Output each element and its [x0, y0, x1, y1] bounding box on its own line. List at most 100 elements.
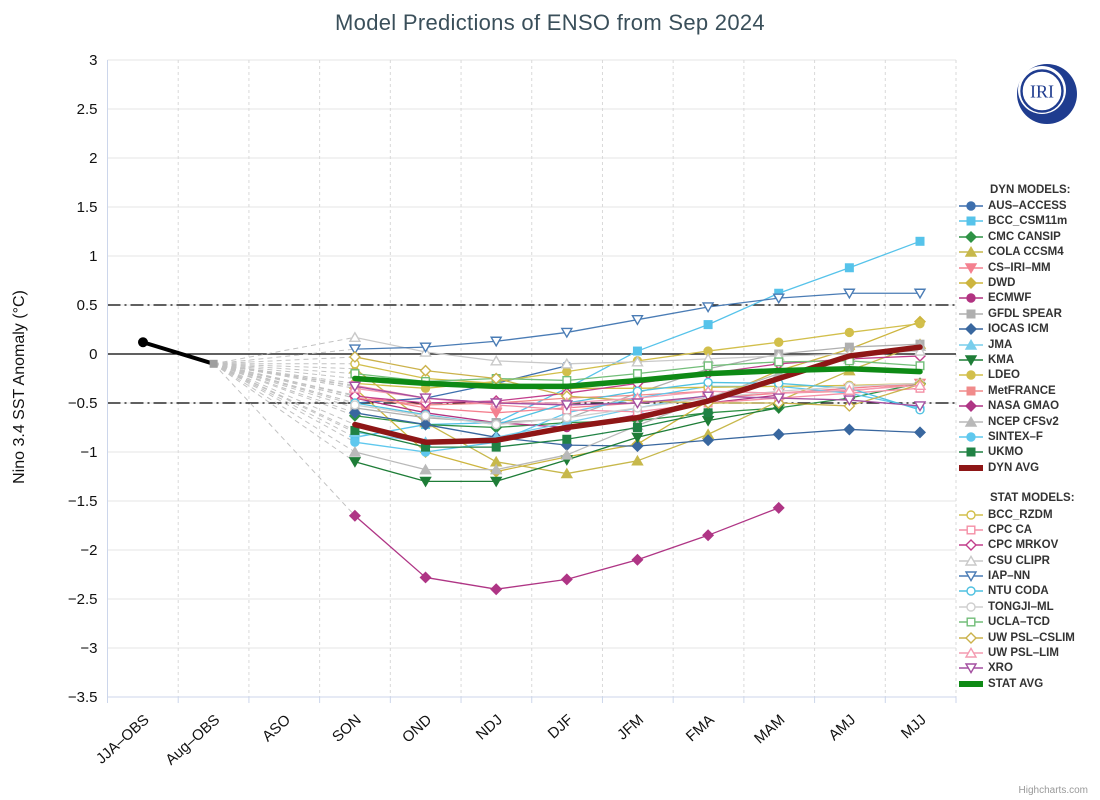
- legend-item-uw-psl-cslim[interactable]: UW PSL–CSLIM: [958, 630, 1100, 645]
- legend-item-label: ECMWF: [988, 292, 1032, 305]
- legend-item-uw-psl-lim[interactable]: UW PSL–LIM: [958, 645, 1100, 660]
- x-tick-label: ASO: [259, 711, 294, 745]
- legend-item-ucla-tcd[interactable]: UCLA–TCD: [958, 615, 1100, 630]
- legend-item-label: BCC_CSM11m: [988, 215, 1068, 228]
- legend-item-ntu-coda[interactable]: NTU CODA: [958, 584, 1100, 599]
- aus-access-marker-icon: [959, 201, 983, 211]
- iocas-icm-marker-icon: [959, 323, 983, 336]
- legend-item-bcc-rzdm[interactable]: BCC_RZDM: [958, 507, 1100, 522]
- legend-item-label: SINTEX–F: [988, 430, 1043, 443]
- y-tick-label: 2.5: [77, 101, 98, 118]
- legend-item-dwd[interactable]: DWD: [958, 275, 1100, 290]
- legend-item-cola-ccsm4[interactable]: COLA CCSM4: [958, 245, 1100, 260]
- x-tick-label: SON: [329, 711, 365, 745]
- series-obs: [138, 337, 218, 368]
- stat-avg-marker-icon: [959, 680, 983, 687]
- legend-item-label: LDEO: [988, 369, 1020, 382]
- y-tick-label: 1: [89, 248, 97, 265]
- kma-marker-icon: [959, 355, 983, 366]
- legend-item-metfrance[interactable]: MetFRANCE: [958, 383, 1100, 398]
- y-tick-label: −3: [80, 640, 97, 657]
- legend-item-cpc-ca[interactable]: CPC CA: [958, 522, 1100, 537]
- legend-item-gfdl-spear[interactable]: GFDL SPEAR: [958, 306, 1100, 321]
- uw-psl-cslim-marker-icon: [959, 631, 983, 644]
- legend-item-stat-avg[interactable]: STAT AVG: [958, 676, 1100, 691]
- legend-item-label: DWD: [988, 277, 1016, 290]
- legend-item-ecmwf[interactable]: ECMWF: [958, 291, 1100, 306]
- legend-stat-header: STAT MODELS:: [990, 492, 1075, 505]
- legend-item-ukmo[interactable]: UKMO: [958, 445, 1100, 460]
- legend-item-ncep-cfsv2[interactable]: NCEP CFSv2: [958, 414, 1100, 429]
- x-tick-label: JJA–OBS: [93, 711, 153, 767]
- legend-item-label: UW PSL–LIM: [988, 647, 1059, 660]
- xro-marker-icon: [959, 663, 983, 675]
- legend-item-label: UKMO: [988, 446, 1024, 459]
- legend-item-iocas-icm[interactable]: IOCAS ICM: [958, 322, 1100, 337]
- legend-item-csu-clipr[interactable]: CSU CLIPR: [958, 553, 1100, 568]
- dyn-avg-marker-icon: [959, 464, 983, 471]
- y-tick-label: −2: [80, 542, 97, 559]
- gfdl-spear-marker-icon: [959, 309, 983, 319]
- legend-item-sintex-f[interactable]: SINTEX–F: [958, 429, 1100, 444]
- legend-item-kma[interactable]: KMA: [958, 352, 1100, 367]
- y-tick-label: 1.5: [77, 199, 98, 216]
- x-tick-label: AMJ: [825, 711, 859, 744]
- series-ukmo: [350, 408, 713, 452]
- legend-item-label: STAT AVG: [988, 677, 1044, 690]
- ucla-tcd-marker-icon: [959, 617, 983, 627]
- x-tick-label: OND: [399, 711, 435, 746]
- series-xro: [348, 381, 927, 412]
- legend-item-dyn-avg[interactable]: DYN AVG: [958, 460, 1100, 475]
- x-tick-label: JFM: [614, 711, 647, 743]
- iri-logo-gap: [1018, 66, 1066, 114]
- legend-item-cs-iri-mm[interactable]: CS–IRI–MM: [958, 260, 1100, 275]
- x-tick-label: FMA: [683, 711, 718, 745]
- legend-item-nasa-gmao[interactable]: NASA GMAO: [958, 398, 1100, 413]
- legend-item-label: BCC_RZDM: [988, 508, 1053, 521]
- legend-item-iap-nn[interactable]: IAP–NN: [958, 568, 1100, 583]
- ncep-cfsv2-marker-icon: [959, 415, 983, 427]
- legend-item-label: KMA: [988, 353, 1015, 366]
- highcharts-credit-link[interactable]: Highcharts.com: [1018, 785, 1088, 796]
- legend-item-label: XRO: [988, 662, 1013, 675]
- cola-ccsm4-marker-icon: [959, 246, 983, 257]
- legend-item-tongji-ml[interactable]: TONGJI–ML: [958, 599, 1100, 614]
- legend-item-label: COLA CCSM4: [988, 246, 1064, 259]
- legend-item-bcc-csm11m[interactable]: BCC_CSM11m: [958, 214, 1100, 229]
- jma-marker-icon: [959, 338, 983, 350]
- ukmo-marker-icon: [959, 447, 983, 457]
- x-tick-label: Aug–OBS: [162, 711, 223, 768]
- series-iap-nn: [348, 288, 927, 356]
- legend-item-jma[interactable]: JMA: [958, 337, 1100, 352]
- legend-item-cpc-mrkov[interactable]: CPC MRKOV: [958, 538, 1100, 553]
- legend-item-xro[interactable]: XRO: [958, 661, 1100, 676]
- csu-clipr-marker-icon: [959, 554, 983, 566]
- legend-item-label: UCLA–TCD: [988, 616, 1050, 629]
- legend-item-label: CPC MRKOV: [988, 539, 1059, 552]
- y-tick-label: 0: [89, 346, 97, 363]
- sintex-f-marker-icon: [959, 432, 983, 442]
- legend-item-label: IOCAS ICM: [988, 323, 1049, 336]
- legend-item-label: MetFRANCE: [988, 384, 1056, 397]
- legend-stat-items: BCC_RZDM CPC CA CPC MRKOV CSU CLIPR IAP–NN NT…: [958, 507, 1100, 692]
- iri-logo-text: IRI: [1030, 82, 1054, 102]
- bcc-csm11m-marker-icon: [959, 216, 983, 226]
- legend-item-label: JMA: [988, 338, 1013, 351]
- metfrance-marker-icon: [959, 386, 983, 396]
- legend-item-ldeo[interactable]: LDEO: [958, 368, 1100, 383]
- cmc-cansip-marker-icon: [959, 230, 983, 243]
- legend-item-label: NCEP CFSv2: [988, 415, 1059, 428]
- legend-item-label: CSU CLIPR: [988, 554, 1050, 567]
- series-nasa-gmao: [348, 501, 785, 596]
- y-axis-title: Nino 3.4 SST Anomaly (°C): [11, 290, 28, 484]
- legend-item-cmc-cansip[interactable]: CMC CANSIP: [958, 229, 1100, 244]
- chart-title: Model Predictions of ENSO from Sep 2024: [335, 10, 765, 35]
- legend-item-aus-access[interactable]: AUS–ACCESS: [958, 198, 1100, 213]
- legend-item-label: CPC CA: [988, 523, 1033, 536]
- x-tick-label: MJJ: [898, 711, 930, 742]
- x-tick-label: MAM: [751, 711, 788, 747]
- series-stat-avg: [352, 365, 923, 390]
- legend-item-label: NTU CODA: [988, 585, 1049, 598]
